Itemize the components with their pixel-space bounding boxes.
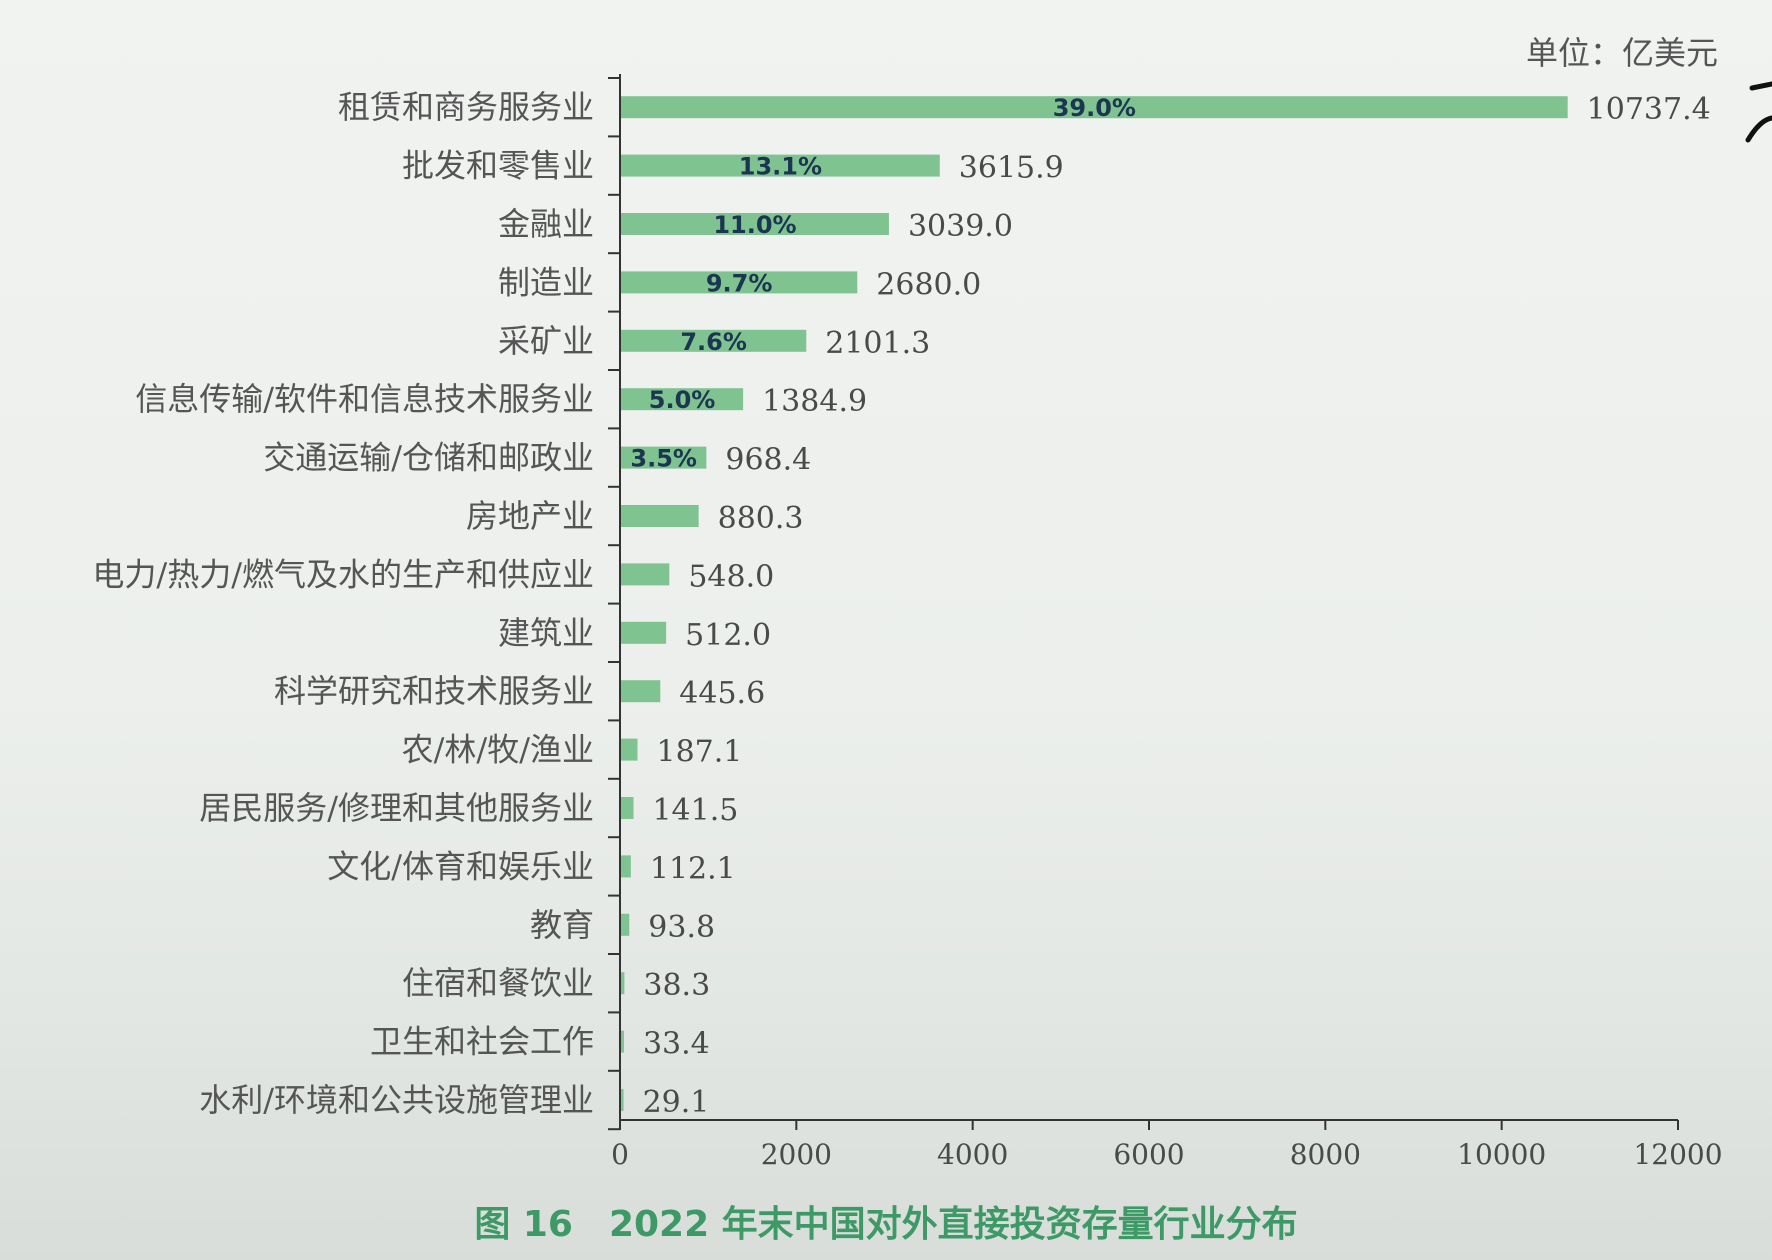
value-label: 187.1	[656, 735, 742, 770]
value-label: 112.1	[650, 851, 736, 886]
category-label: 科学研究和技术服务业	[274, 672, 594, 710]
bar	[621, 271, 858, 294]
bars-group: 租赁和商务服务业 10737.4 39.0% 批发和零售业 3615.9 13.1% 金融业…	[92, 88, 1710, 1120]
value-label: 141.5	[652, 793, 738, 828]
category-label: 交通运输/仓储和邮政业	[263, 439, 594, 477]
category-label: 批发和零售业	[402, 147, 594, 185]
percent-label: 9.7%	[706, 269, 773, 297]
x-tick-label: 0	[611, 1138, 629, 1171]
percent-label: 13.1%	[739, 153, 822, 181]
chart-caption: 图 16 2022 年末中国对外直接投资存量行业分布	[474, 1204, 1297, 1245]
value-label: 968.4	[725, 443, 811, 478]
percent-label: 5.0%	[649, 386, 716, 414]
value-label: 880.3	[718, 501, 804, 536]
bar	[621, 913, 630, 936]
x-tick-label: 6000	[1113, 1138, 1184, 1171]
category-label: 教育	[530, 906, 594, 944]
bar	[621, 738, 638, 761]
value-label: 93.8	[648, 910, 715, 945]
value-label: 2101.3	[825, 326, 930, 361]
bar	[621, 154, 940, 177]
category-label: 水利/环境和公共设施管理业	[199, 1081, 594, 1119]
value-label: 33.4	[643, 1027, 710, 1062]
value-label: 3615.9	[959, 151, 1064, 186]
category-label: 金融业	[498, 205, 594, 243]
category-label: 电力/热力/燃气及水的生产和供应业	[92, 555, 594, 593]
bar	[621, 388, 744, 411]
bar	[621, 797, 634, 819]
category-label: 信息传输/软件和信息技术服务业	[135, 380, 594, 418]
category-label: 制造业	[498, 263, 594, 301]
bar	[621, 96, 1568, 119]
percent-label: 11.0%	[713, 211, 796, 239]
x-tick-label: 2000	[761, 1138, 832, 1171]
bar	[621, 1030, 624, 1053]
value-label: 29.1	[643, 1085, 710, 1120]
bar	[621, 972, 625, 995]
category-label: 建筑业	[498, 614, 594, 652]
pen-stroke-decoration	[1745, 81, 1772, 143]
value-label: 2680.0	[876, 267, 981, 302]
bar	[621, 563, 670, 586]
category-label: 卫生和社会工作	[370, 1023, 594, 1061]
bar	[621, 446, 707, 469]
percent-label: 7.6%	[680, 328, 747, 356]
bar	[621, 680, 661, 703]
x-tick-label: 12000	[1633, 1138, 1722, 1171]
category-label: 租赁和商务服务业	[338, 88, 594, 126]
value-label: 38.3	[643, 968, 710, 1003]
bar	[621, 855, 631, 878]
value-label: 512.0	[685, 618, 771, 653]
value-label: 1384.9	[762, 384, 867, 419]
category-label: 居民服务/修理和其他服务业	[199, 789, 594, 827]
axes-group: 0 2000 4000 6000 8000 10000 12000	[608, 74, 1723, 1171]
bar	[621, 621, 667, 644]
bar	[621, 213, 889, 235]
percent-label: 39.0%	[1053, 94, 1136, 122]
category-label: 住宿和餐饮业	[402, 964, 594, 1002]
category-label: 采矿业	[498, 322, 594, 360]
value-label: 10737.4	[1587, 92, 1711, 127]
category-label: 农/林/牧/渔业	[402, 731, 594, 769]
category-label: 文化/体育和娱乐业	[327, 847, 594, 885]
x-tick-label: 4000	[937, 1138, 1008, 1171]
percent-label: 3.5%	[630, 445, 697, 473]
x-tick-label: 8000	[1290, 1138, 1361, 1171]
bar	[621, 505, 699, 527]
value-label: 445.6	[679, 676, 765, 711]
x-tick-label: 10000	[1457, 1138, 1546, 1171]
bar	[621, 329, 807, 352]
value-label: 3039.0	[908, 209, 1013, 244]
category-label: 房地产业	[466, 497, 594, 535]
bar	[621, 1089, 624, 1111]
value-label: 548.0	[688, 559, 774, 594]
unit-label: 单位：亿美元	[1526, 34, 1718, 72]
